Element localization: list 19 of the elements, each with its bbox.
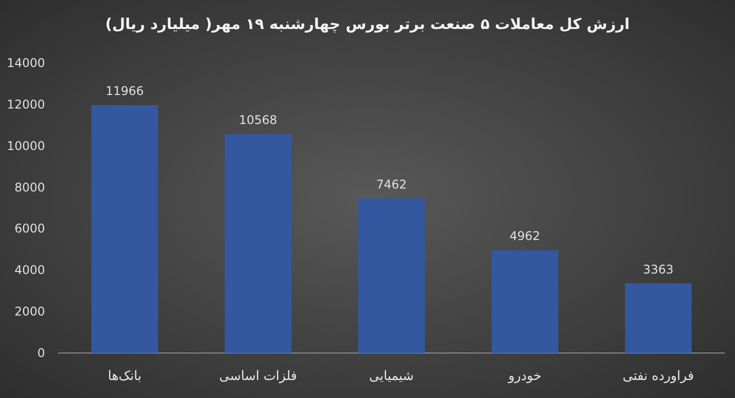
data-label: 7462: [376, 177, 407, 192]
x-tick-label: بانک‌ها: [108, 369, 142, 384]
y-tick-label: 0: [37, 346, 45, 360]
y-tick-label: 6000: [14, 222, 45, 236]
x-tick-label: شیمیایی: [369, 369, 414, 384]
x-tick-label: خودرو: [507, 369, 542, 384]
y-tick-label: 10000: [6, 138, 45, 153]
y-tick-label: 2000: [14, 304, 45, 319]
y-tick-label: 4000: [14, 263, 45, 278]
data-label: 4962: [510, 229, 540, 244]
x-tick-label: فراورده نفتی: [622, 369, 694, 384]
x-tick-label: فلزات اساسی: [219, 369, 298, 384]
data-label: 3363: [643, 262, 674, 276]
y-tick-label: 14000: [6, 56, 45, 70]
chart-title: ارزش کل معاملات ۵ صنعت برتر بورس چهارشنبه ۱۹ مهر( میلیارد ریال): [105, 15, 630, 33]
data-label: 11966: [106, 84, 144, 98]
y-tick-label: 8000: [14, 180, 45, 194]
data-label: 10568: [239, 113, 278, 128]
y-tick-label: 12000: [6, 97, 45, 112]
